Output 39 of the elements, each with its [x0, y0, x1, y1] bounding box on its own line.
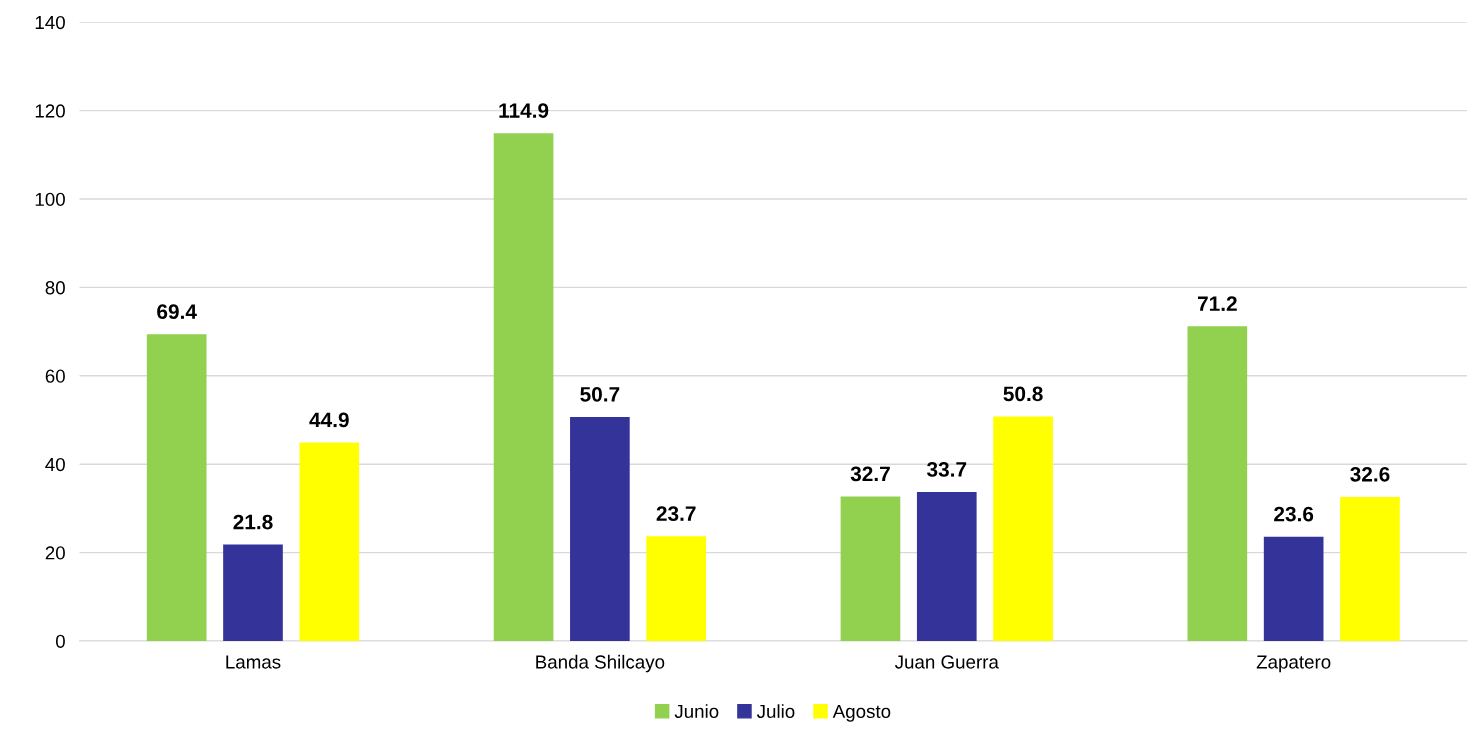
data-label: 44.9 — [309, 412, 349, 428]
data-label: 32.6 — [1350, 466, 1390, 482]
y-tick-label: 20 — [45, 546, 65, 560]
bar — [646, 536, 707, 641]
bar — [993, 416, 1053, 641]
bar — [840, 496, 901, 641]
x-tick-label: Lamas — [226, 655, 281, 669]
y-tick-label: 60 — [45, 369, 65, 383]
data-label: 21.8 — [233, 514, 273, 530]
legend-label: Julio — [756, 704, 795, 719]
x-tick-label: Banda Shilcayo — [536, 654, 665, 673]
x-tick-label: Juan Guerra — [894, 655, 999, 669]
y-tick-label: 120 — [35, 104, 65, 118]
x-tick-label: Zapatero — [1256, 655, 1331, 673]
bar — [1187, 326, 1248, 641]
data-label: 33.7 — [926, 462, 967, 477]
bar — [493, 133, 554, 641]
data-label: 69.4 — [157, 304, 197, 320]
bar — [223, 544, 283, 641]
bar — [299, 442, 360, 641]
legend-label: Agosto — [832, 704, 891, 722]
data-label: 50.7 — [580, 386, 620, 402]
data-label: 23.6 — [1274, 506, 1314, 522]
bar — [1263, 536, 1324, 641]
legend-label: Junio — [674, 704, 719, 719]
bar — [1340, 496, 1400, 641]
data-label: 114.9 — [499, 103, 549, 118]
data-label: 50.8 — [1003, 386, 1043, 402]
bar — [570, 416, 630, 641]
bar — [146, 334, 207, 641]
y-tick-label: 40 — [45, 457, 65, 472]
bar — [916, 492, 977, 641]
y-tick-label: 140 — [35, 15, 65, 30]
data-label: 71.2 — [1197, 296, 1237, 311]
data-label: 23.7 — [656, 506, 696, 522]
y-tick-label: 0 — [55, 634, 65, 648]
y-tick-label: 100 — [35, 192, 65, 206]
data-label: 32.7 — [850, 466, 890, 482]
y-tick-label: 80 — [45, 281, 65, 295]
